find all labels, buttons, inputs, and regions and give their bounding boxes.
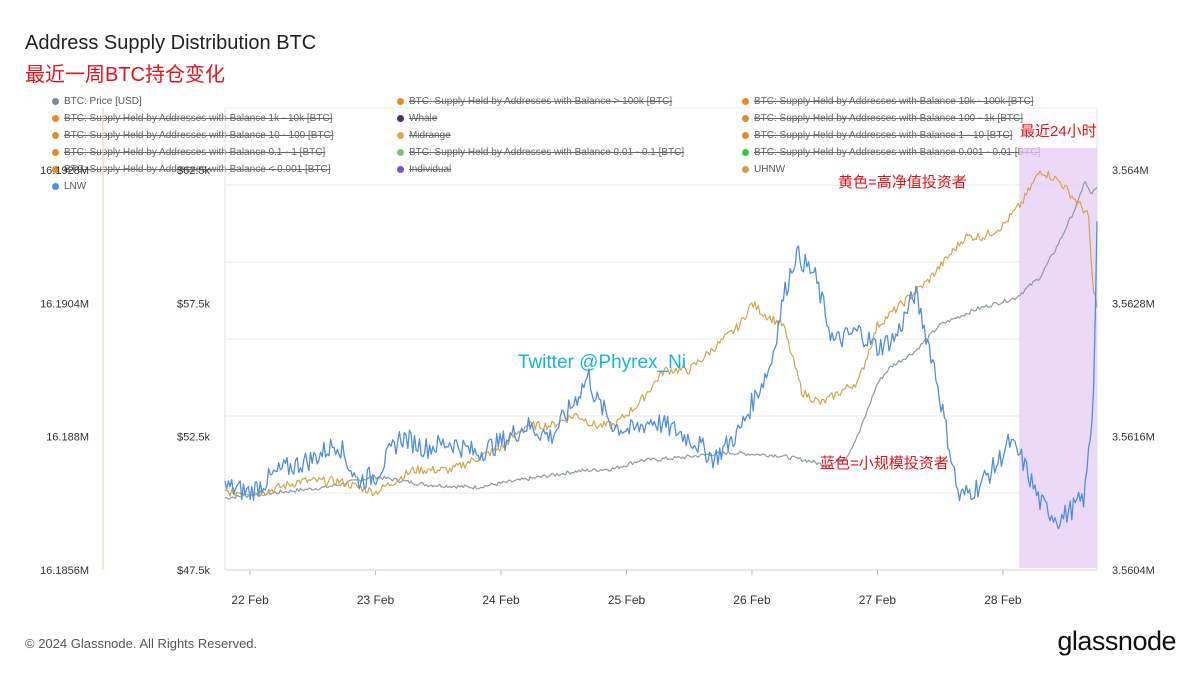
legend-dot-icon [397, 131, 404, 139]
legend-label: BTC: Price [USD] [64, 95, 142, 107]
legend-item[interactable]: BTC: Supply Held by Addresses with Balan… [397, 93, 672, 109]
price-tick-label: $47.5k [177, 565, 211, 577]
legend-dot-icon [52, 114, 59, 122]
x-tick-label: 26 Feb [733, 593, 771, 607]
legend-label: Midrange [409, 129, 451, 141]
right-tick-label: 3.564M [1112, 165, 1149, 177]
legend-item[interactable]: BTC: Supply Held by Addresses with Balan… [742, 144, 1040, 160]
legend-dot-icon [742, 114, 749, 122]
legend-label: BTC: Supply Held by Addresses with Balan… [754, 129, 1013, 141]
legend-item[interactable]: Whale [397, 110, 437, 126]
right-tick-label: 3.5628M [1112, 298, 1155, 310]
legend-item[interactable]: BTC: Supply Held by Addresses with Balan… [742, 110, 1023, 126]
legend-label: BTC: Supply Held by Addresses with Balan… [64, 163, 331, 175]
legend-dot-icon [397, 97, 404, 105]
legend-label: BTC: Supply Held by Addresses with Balan… [409, 146, 685, 158]
legend-dot-icon [397, 165, 404, 173]
legend-item[interactable]: BTC: Price [USD] [52, 93, 142, 109]
legend-label: BTC: Supply Held by Addresses with Balan… [64, 129, 334, 141]
blue-note: 蓝色=小规模投资者 [820, 455, 949, 472]
legend-item[interactable]: UHNW [742, 161, 785, 177]
legend-label: BTC: Supply Held by Addresses with Balan… [754, 146, 1041, 158]
legend-item[interactable]: BTC: Supply Held by Addresses with Balan… [52, 127, 334, 143]
price-tick-label: $57.5k [177, 298, 211, 310]
price-tick-label: $62.5k [177, 165, 211, 177]
legend-dot-icon [742, 148, 749, 156]
legend-dot-icon [742, 131, 749, 139]
x-tick-label: 23 Feb [357, 593, 395, 607]
left-outer-tick-label: 16.188M [46, 432, 89, 444]
legend-item[interactable]: Individual [397, 161, 451, 177]
legend-item[interactable]: LNW [52, 178, 86, 194]
legend-item[interactable]: BTC: Supply Held by Addresses with Balan… [742, 127, 1012, 143]
legend-label: BTC: Supply Held by Addresses with Balan… [754, 95, 1034, 107]
x-tick-label: 28 Feb [984, 593, 1022, 607]
legend-label: BTC: Supply Held by Addresses with Balan… [64, 112, 333, 124]
legend-label: BTC: Supply Held by Addresses with Balan… [64, 146, 326, 158]
copyright: © 2024 Glassnode. All Rights Reserved. [25, 636, 258, 651]
legend-dot-icon [397, 148, 404, 156]
left-outer-tick-label: 16.1904M [40, 298, 89, 310]
chart-subtitle: 最近一周BTC持仓变化 [25, 64, 225, 86]
chart-title: Address Supply Distribution BTC [25, 32, 317, 54]
price-line [224, 181, 1098, 500]
left-outer-tick-label: 16.1856M [40, 565, 89, 577]
legend: BTC: Price [USD] BTC: Supply Held by Addr… [52, 93, 1112, 192]
chart-canvas: 22 Feb 23 Feb 24 Feb 25 Feb 26 Feb 27 Feb 28 F… [40, 107, 1155, 607]
legend-label: Individual [409, 163, 452, 175]
price-tick-label: $52.5k [177, 432, 211, 444]
legend-dot-icon [52, 131, 59, 139]
right-tick-label: 3.5604M [1112, 565, 1155, 577]
legend-label: BTC: Supply Held by Addresses with Balan… [754, 112, 1024, 124]
x-tick-label: 24 Feb [482, 593, 520, 607]
legend-label: UHNW [754, 163, 786, 175]
legend-item[interactable]: BTC: Supply Held by Addresses with Balan… [742, 93, 1034, 109]
legend-item[interactable]: BTC: Supply Held by Addresses with Balan… [52, 161, 331, 177]
legend-item[interactable]: BTC: Supply Held by Addresses with Balan… [52, 110, 332, 126]
legend-item[interactable]: Midrange [397, 127, 451, 143]
uhnw-line [224, 170, 1098, 497]
last-24h-label: 最近24小时 [1020, 123, 1097, 140]
legend-label: LNW [64, 180, 87, 192]
x-tick-label: 25 Feb [608, 593, 646, 607]
legend-label: Whale [409, 112, 438, 124]
legend-dot-icon [52, 97, 59, 105]
legend-dot-icon [52, 148, 59, 156]
left-outer-tick-label: 16.1928M [40, 165, 89, 177]
legend-item[interactable]: BTC: Supply Held by Addresses with Balan… [52, 144, 325, 160]
right-tick-label: 3.5616M [1112, 432, 1155, 444]
legend-item[interactable]: BTC: Supply Held by Addresses with Balan… [397, 144, 684, 160]
glassnode-logo[interactable]: glassnode [1057, 626, 1176, 656]
legend-dot-icon [742, 165, 749, 173]
legend-dot-icon [52, 182, 59, 190]
legend-dot-icon [52, 165, 59, 173]
watermark-text: Twitter @Phyrex_Ni [518, 352, 686, 373]
lnw-line [224, 221, 1098, 530]
x-tick-label: 22 Feb [231, 593, 269, 607]
x-tick-label: 27 Feb [859, 593, 897, 607]
legend-dot-icon [742, 97, 749, 105]
yellow-note: 黄色=高净值投资者 [838, 174, 967, 191]
legend-dot-icon [397, 114, 404, 122]
legend-label: BTC: Supply Held by Addresses with Balan… [409, 95, 673, 107]
